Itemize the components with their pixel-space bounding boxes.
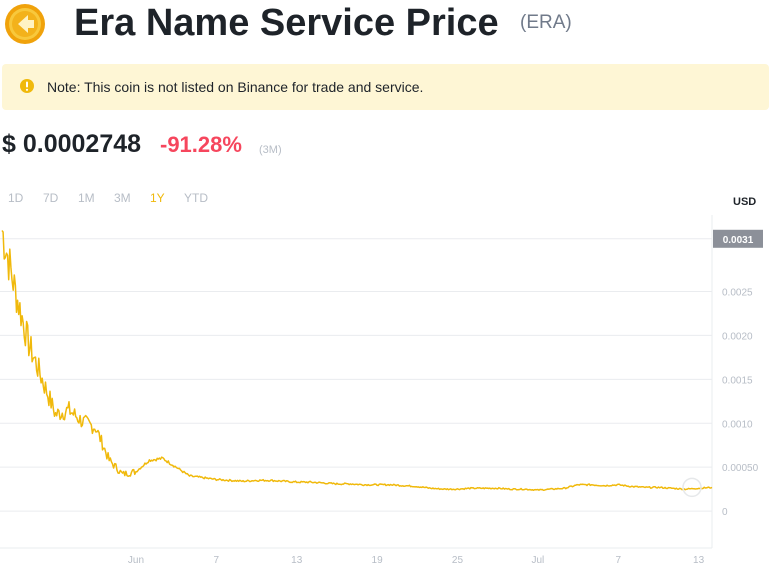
price-row: $ 0.0002748 -91.28% (3M) bbox=[0, 130, 783, 166]
y-tick-label: 0.00050 bbox=[722, 463, 759, 474]
page-title: Era Name Service Price bbox=[74, 2, 499, 44]
y-tick-label: 0.0010 bbox=[722, 419, 753, 430]
listing-notice: Note: This coin is not listed on Binance… bbox=[2, 64, 769, 110]
x-tick-label: 13 bbox=[693, 555, 705, 566]
y-tick-label: 0.0015 bbox=[722, 375, 753, 386]
current-price-badge bbox=[713, 229, 763, 248]
tab-1y[interactable]: 1Y bbox=[150, 191, 165, 205]
y-tick-label: 0.0025 bbox=[722, 287, 753, 298]
x-tick-label: Jul bbox=[531, 555, 544, 566]
warning-icon bbox=[20, 79, 34, 93]
change-period: (3M) bbox=[259, 144, 282, 156]
y-tick-label: 0.0020 bbox=[722, 331, 753, 342]
x-tick-label: 7 bbox=[214, 555, 220, 566]
notice-text: Note: This coin is not listed on Binance… bbox=[47, 79, 424, 95]
tab-ytd[interactable]: YTD bbox=[184, 191, 208, 205]
tab-7d[interactable]: 7D bbox=[43, 191, 59, 205]
coin-symbol: (ERA) bbox=[520, 12, 572, 33]
tab-1d[interactable]: 1D bbox=[8, 191, 24, 205]
tab-1m[interactable]: 1M bbox=[78, 191, 95, 205]
price-change: -91.28% bbox=[160, 132, 242, 157]
x-tick-label: 7 bbox=[615, 555, 621, 566]
current-price-badge-label: 0.0031 bbox=[723, 235, 754, 246]
y-tick-label: 0 bbox=[722, 507, 728, 518]
x-tick-label: 25 bbox=[452, 555, 464, 566]
tab-3m[interactable]: 3M bbox=[114, 191, 131, 205]
x-tick-label: 13 bbox=[291, 555, 303, 566]
current-price: $ 0.0002748 bbox=[2, 130, 142, 158]
price-line-series bbox=[1, 230, 713, 492]
era-coin-logo-icon bbox=[5, 4, 45, 44]
price-chart[interactable]: 0 0.00050 0.0010 0.0015 0.0020 0.0025 Jun 7 13 19… bbox=[0, 215, 783, 575]
header: Era Name Service Price (ERA) bbox=[0, 0, 783, 52]
currency-label: USD bbox=[733, 196, 757, 208]
x-tick-label: Jun bbox=[128, 555, 144, 566]
x-tick-label: 19 bbox=[372, 555, 384, 566]
last-price-marker-icon bbox=[682, 477, 702, 498]
